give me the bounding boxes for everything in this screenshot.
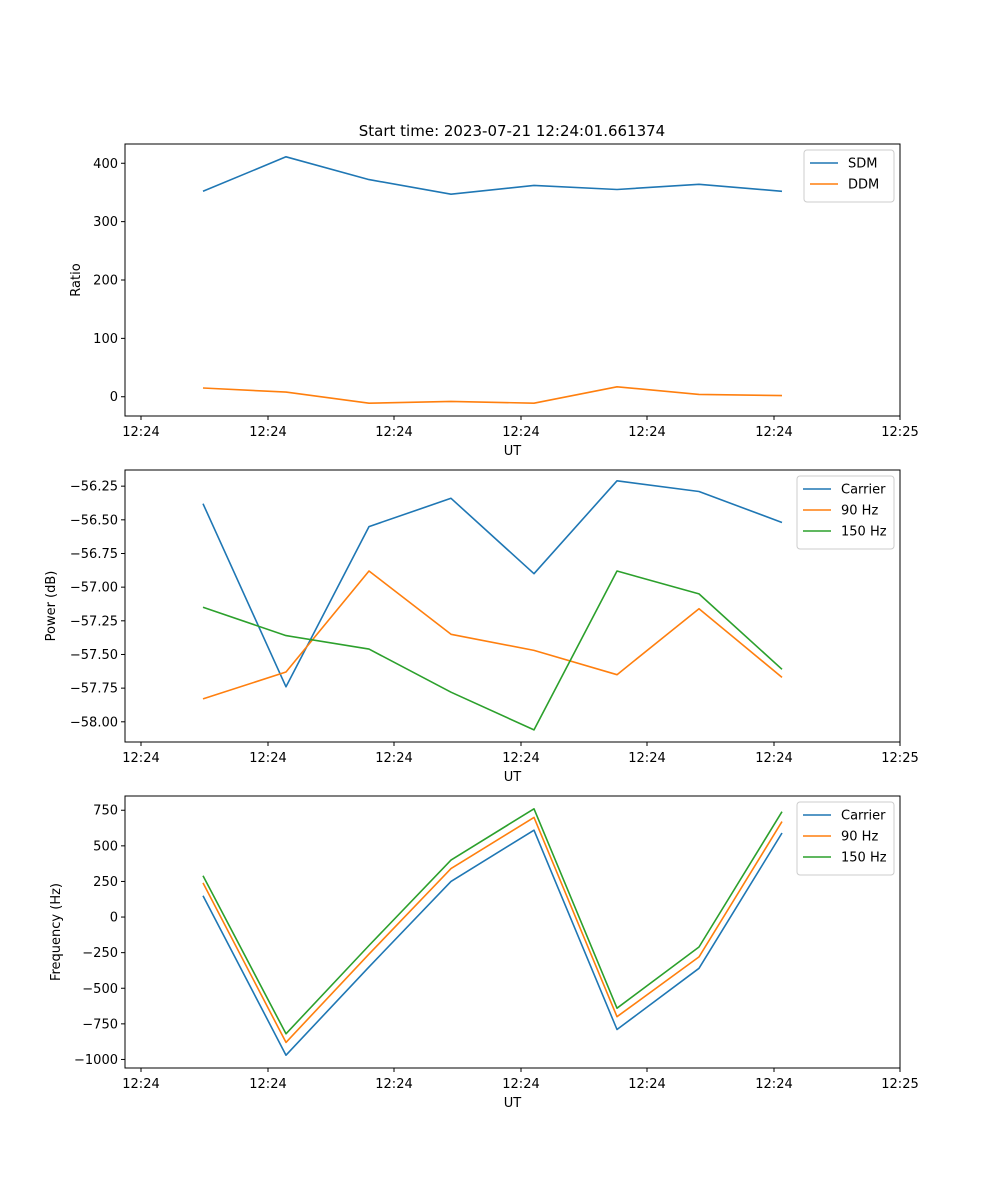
y-tick-label: 200 [93, 274, 118, 289]
x-axis-label: UT [504, 444, 522, 459]
legend-label: 150 Hz [841, 851, 887, 866]
x-tick-label: 12:25 [881, 1077, 918, 1092]
y-tick-label: 100 [93, 332, 118, 347]
axes-frame [124, 469, 901, 743]
x-tick-label: 12:24 [122, 425, 159, 440]
figure-title: Start time: 2023-07-21 12:24:01.661374 [359, 122, 665, 140]
y-axis-label: Frequency (Hz) [49, 883, 64, 981]
chart-panel-1: 0 100 200 300 400 12:24 12:24 12:24 12:24 12:24 12… [69, 143, 919, 459]
chart-panel-2: −58.00 −57.75 −57.50 −57.25 −57.00 −56.75 −56.… [44, 469, 919, 785]
x-tick-label: 12:24 [628, 751, 665, 766]
legend-label: Carrier [841, 483, 886, 498]
axes-frame [124, 795, 901, 1069]
legend-label: Carrier [841, 809, 886, 824]
y-tick-label: −56.50 [70, 513, 118, 528]
legend-label: 90 Hz [841, 504, 878, 519]
x-tick-label: 12:24 [122, 751, 159, 766]
x-tick-label: 12:24 [502, 1077, 539, 1092]
y-tick-label: 250 [93, 875, 118, 890]
x-tick-label: 12:24 [755, 425, 792, 440]
x-tick-label: 12:24 [755, 751, 792, 766]
series-line-90-hz [202, 570, 783, 700]
x-tick-label: 12:24 [502, 425, 539, 440]
x-tick-label: 12:24 [249, 425, 286, 440]
y-tick-label: 0 [110, 911, 118, 926]
legend: SDM DDM [803, 149, 895, 203]
x-tick-label: 12:24 [375, 751, 412, 766]
series-line-carrier [202, 829, 783, 1056]
x-axis-label: UT [504, 770, 522, 785]
legend-label: 150 Hz [841, 525, 887, 540]
y-tick-label: 0 [110, 390, 118, 405]
y-tick-label: −57.00 [70, 581, 118, 596]
x-tick-label: 12:24 [249, 1077, 286, 1092]
y-tick-label: −57.25 [70, 614, 118, 629]
series-line-90-hz [202, 816, 783, 1044]
y-tick-label: 400 [93, 157, 118, 172]
y-tick-label: −57.50 [70, 648, 118, 663]
series-line-150-hz [202, 807, 783, 1035]
series-line-carrier [202, 479, 783, 688]
legend-label: 90 Hz [841, 830, 878, 845]
chart-panel-3: −1000 −750 −500 −250 0 250 500 750 12:24 12:24 12:… [49, 795, 919, 1111]
y-tick-label: −750 [82, 1017, 118, 1032]
x-tick-label: 12:24 [755, 1077, 792, 1092]
y-tick-label: −57.75 [70, 682, 118, 697]
y-tick-label: −56.25 [70, 480, 118, 495]
x-tick-label: 12:24 [628, 1077, 665, 1092]
x-tick-label: 12:25 [881, 751, 918, 766]
legend-label: DDM [848, 178, 879, 193]
x-tick-label: 12:24 [375, 1077, 412, 1092]
x-tick-label: 12:24 [628, 425, 665, 440]
legend: Carrier 90 Hz 150 Hz [796, 801, 895, 876]
y-tick-label: −500 [82, 982, 118, 997]
y-axis-label: Ratio [69, 263, 84, 296]
y-tick-label: −1000 [74, 1053, 118, 1068]
series-line-ddm [202, 385, 783, 405]
y-tick-label: −56.75 [70, 547, 118, 562]
series-line-sdm [202, 156, 783, 195]
y-tick-label: 750 [93, 804, 118, 819]
x-tick-label: 12:25 [881, 425, 918, 440]
y-axis-label: Power (dB) [44, 571, 59, 642]
x-tick-label: 12:24 [375, 425, 412, 440]
x-tick-label: 12:24 [249, 751, 286, 766]
x-tick-label: 12:24 [122, 1077, 159, 1092]
x-axis-label: UT [504, 1096, 522, 1111]
y-tick-label: −250 [82, 946, 118, 961]
y-tick-label: 500 [93, 839, 118, 854]
y-tick-label: −58.00 [70, 715, 118, 730]
series-line-150-hz [202, 570, 783, 731]
y-tick-label: 300 [93, 215, 118, 230]
legend-label: SDM [848, 157, 877, 172]
legend: Carrier 90 Hz 150 Hz [796, 475, 895, 550]
x-tick-label: 12:24 [502, 751, 539, 766]
